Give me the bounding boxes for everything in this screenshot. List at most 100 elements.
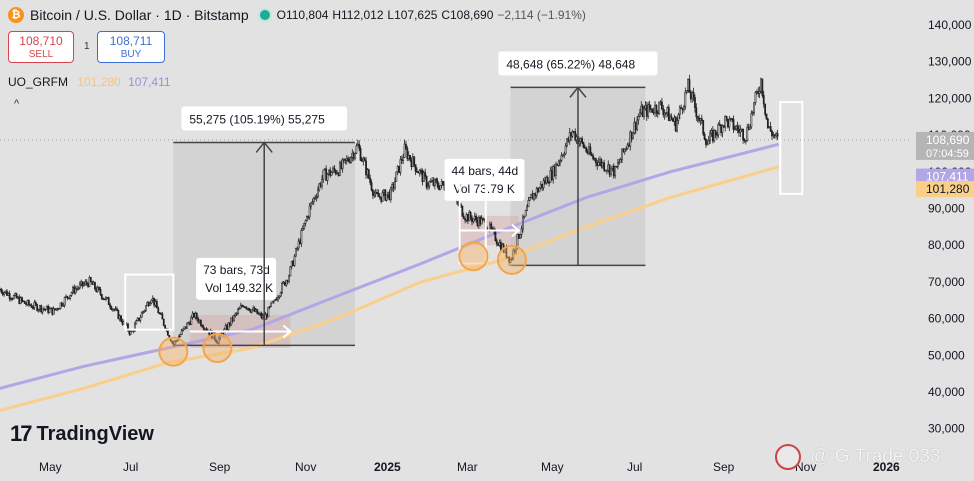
candle-body[interactable] (271, 301, 274, 304)
candle-body[interactable] (633, 121, 636, 134)
candle-body[interactable] (39, 305, 41, 310)
candle-body[interactable] (670, 116, 673, 120)
candle-body[interactable] (488, 223, 491, 231)
candle-body[interactable] (618, 161, 621, 164)
candle-body[interactable] (494, 230, 497, 242)
candle-body[interactable] (43, 308, 45, 311)
candle-body[interactable] (418, 169, 421, 174)
candle-body[interactable] (625, 148, 628, 151)
candle-body[interactable] (656, 112, 659, 114)
candle-body[interactable] (78, 283, 81, 289)
candle-body[interactable] (347, 158, 350, 162)
candle-body[interactable] (758, 91, 761, 94)
candle-body[interactable] (403, 143, 406, 158)
candle-body[interactable] (556, 163, 559, 166)
candle-body[interactable] (259, 313, 261, 315)
candle-body[interactable] (692, 92, 695, 98)
candle-body[interactable] (244, 306, 246, 309)
candle-body[interactable] (757, 91, 760, 94)
candle-body[interactable] (41, 308, 44, 313)
candle-body[interactable] (716, 134, 718, 137)
candle-body[interactable] (161, 313, 164, 320)
candle-body[interactable] (703, 133, 706, 140)
candle-body[interactable] (151, 297, 154, 301)
candle-body[interactable] (48, 308, 51, 313)
candle-body[interactable] (326, 173, 329, 181)
candle-body[interactable] (409, 155, 411, 161)
candle-body[interactable] (658, 101, 661, 114)
candle-body[interactable] (414, 164, 417, 172)
candle-body[interactable] (1, 291, 4, 295)
candle-body[interactable] (84, 281, 87, 285)
candle-body[interactable] (402, 157, 405, 161)
candle-body[interactable] (476, 219, 479, 226)
candle-body[interactable] (323, 168, 326, 171)
candle-body[interactable] (535, 188, 538, 196)
candle-body[interactable] (685, 90, 688, 93)
candle-body[interactable] (428, 181, 431, 187)
candle-body[interactable] (530, 193, 533, 199)
candle-body[interactable] (233, 315, 235, 322)
candle-body[interactable] (621, 148, 623, 160)
candle-body[interactable] (373, 193, 376, 196)
candle-body[interactable] (45, 305, 48, 310)
candle-body[interactable] (361, 160, 363, 162)
candle-body[interactable] (473, 215, 476, 220)
candle-body[interactable] (689, 92, 692, 100)
candle-body[interactable] (695, 107, 698, 117)
candle-body[interactable] (300, 230, 303, 244)
candle-body[interactable] (63, 297, 66, 306)
candle-body[interactable] (560, 155, 563, 161)
candle-body[interactable] (435, 178, 438, 182)
candle-body[interactable] (327, 169, 330, 175)
candle-body[interactable] (261, 315, 264, 319)
candle-body[interactable] (744, 140, 747, 142)
candle-body[interactable] (570, 132, 572, 137)
candle-body[interactable] (321, 178, 323, 187)
candle-body[interactable] (559, 160, 561, 163)
candle-body[interactable] (711, 130, 714, 142)
candle-body[interactable] (290, 260, 293, 267)
candle-body[interactable] (250, 309, 253, 313)
candle-body[interactable] (607, 164, 610, 171)
candle-body[interactable] (54, 308, 56, 311)
candle-body[interactable] (289, 266, 292, 277)
candle-body[interactable] (550, 170, 553, 180)
candle-body[interactable] (100, 294, 103, 299)
candle-body[interactable] (648, 104, 651, 110)
candle-body[interactable] (665, 112, 667, 115)
candle-body[interactable] (275, 298, 278, 301)
candle-body[interactable] (498, 242, 501, 246)
candle-body[interactable] (544, 180, 546, 184)
candle-body[interactable] (592, 155, 595, 160)
candle-body[interactable] (376, 191, 378, 194)
candle-body[interactable] (571, 131, 574, 137)
candle-body[interactable] (641, 105, 644, 117)
candle-body[interactable] (367, 169, 370, 179)
candle-body[interactable] (771, 130, 773, 137)
candle-body[interactable] (246, 307, 249, 310)
candle-body[interactable] (109, 304, 111, 308)
highlight-rect-0[interactable] (124, 273, 175, 331)
candle-body[interactable] (593, 158, 596, 160)
candle-body[interactable] (497, 243, 500, 246)
candle-body[interactable] (44, 308, 47, 311)
candle-body[interactable] (66, 295, 69, 299)
candle-body[interactable] (724, 115, 727, 128)
candle-body[interactable] (643, 108, 645, 117)
candle-body[interactable] (153, 297, 156, 306)
candle-body[interactable] (647, 104, 650, 117)
candle-body[interactable] (194, 312, 197, 318)
candle-body[interactable] (128, 330, 131, 335)
candle-body[interactable] (626, 144, 629, 150)
candle-body[interactable] (687, 79, 689, 91)
candle-body[interactable] (582, 141, 585, 148)
candle-body[interactable] (553, 165, 556, 176)
candle-body[interactable] (742, 129, 745, 140)
candle-body[interactable] (305, 216, 308, 222)
candle-body[interactable] (336, 172, 339, 175)
candle-body[interactable] (566, 138, 568, 147)
candle-body[interactable] (717, 123, 720, 136)
candle-body[interactable] (768, 126, 771, 129)
collapse-caret-icon[interactable]: ^ (14, 98, 20, 110)
